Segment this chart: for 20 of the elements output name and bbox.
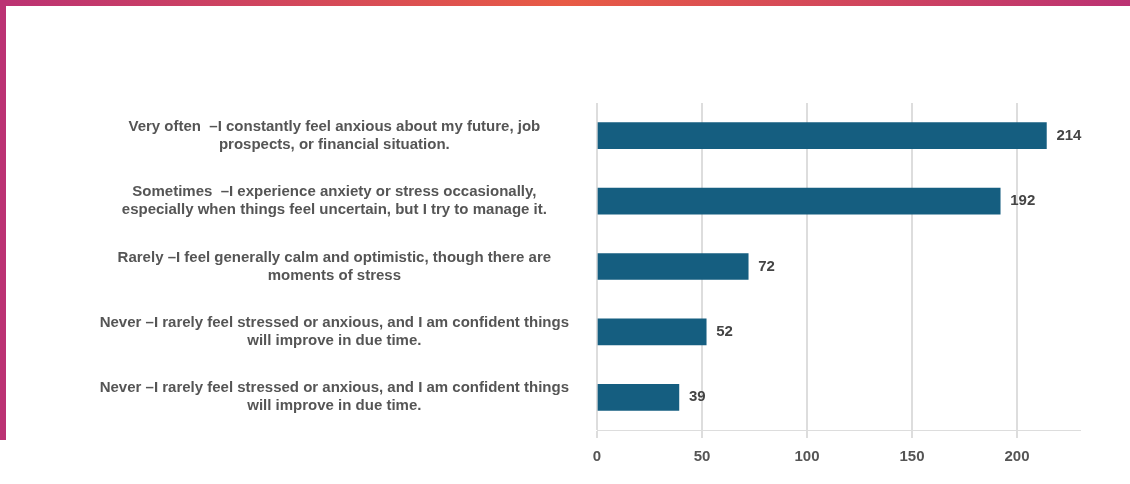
- y-tick-label: Never –I rarely feel stressed or anxious, and I am confident things will improve in due time.: [99, 313, 569, 349]
- y-tick-label: Sometimes –I experience anxiety or stress occasionally, especially when things feel uncertain, but I try to manage it.: [121, 182, 547, 218]
- y-tick-label: Never –I rarely feel stressed or anxious, and I am confident things will improve in due time.: [99, 378, 569, 414]
- bar: [597, 122, 1047, 150]
- bar: [597, 187, 1001, 215]
- data-label: 214: [1056, 125, 1083, 143]
- bar: [597, 383, 680, 411]
- bar: [597, 318, 707, 346]
- y-tick-label: Very often –I constantly feel anxious about my future, job prospects, or financial situation.: [128, 116, 541, 152]
- bar: [597, 253, 749, 280]
- y-tick-label: Rarely –I feel generally calm and optimistic, though there are moments of stress: [117, 247, 552, 283]
- data-label: 192: [1010, 191, 1036, 209]
- x-tick-label: 50: [693, 447, 711, 465]
- x-tick-label: 200: [1004, 447, 1030, 465]
- x-tick-label: 0: [592, 447, 602, 465]
- data-label: 72: [758, 256, 775, 274]
- data-label: 39: [688, 387, 706, 405]
- data-label: 52: [716, 322, 733, 340]
- x-tick-label: 150: [899, 447, 925, 465]
- x-tick-label: 100: [794, 447, 820, 465]
